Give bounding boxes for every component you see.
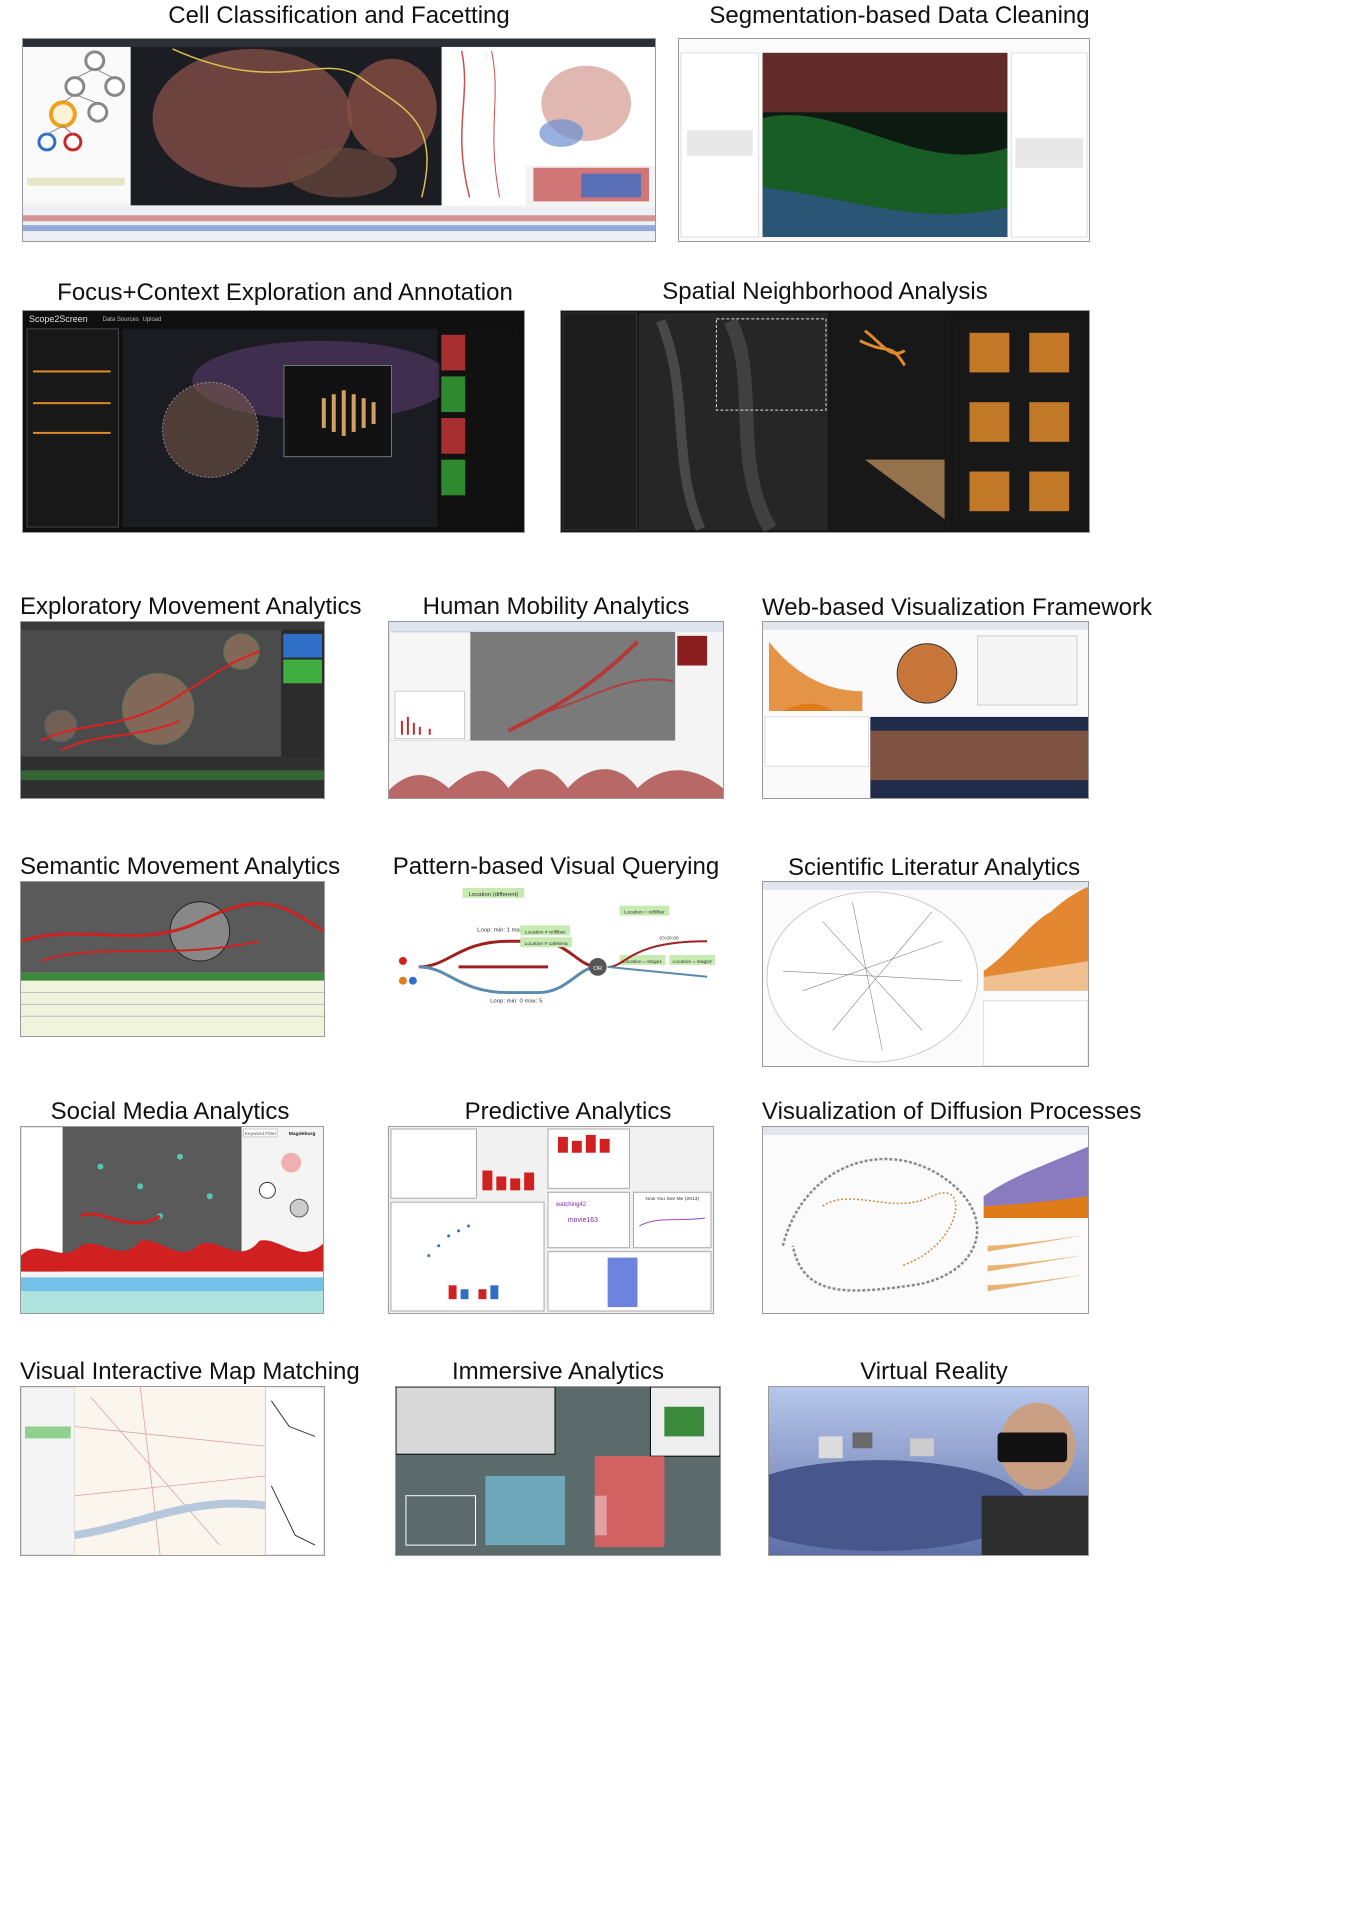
panel-title: Social Media Analytics — [50, 1098, 290, 1125]
word-watching: watching42 — [555, 1202, 586, 1208]
pattern-location-cafeteria: Location ≠ cafeteria — [524, 941, 567, 947]
diffusion-processes-screenshot[interactable] — [762, 1126, 1089, 1314]
panel-title: Human Mobility Analytics — [422, 593, 690, 620]
pattern-location-refillbar-top: Location = refillbar — [624, 910, 665, 916]
tree-node — [64, 76, 86, 97]
scope2screen-logo: Scope2Screen — [29, 314, 88, 324]
tree-node — [84, 50, 106, 72]
panel-title: Predictive Analytics — [464, 1098, 672, 1125]
panel-title: Virtual Reality — [860, 1358, 1008, 1385]
segmentation-cleaning-screenshot[interactable] — [678, 38, 1090, 242]
panel-title: Cell Classification and Facetting — [168, 2, 510, 29]
tree-node — [37, 132, 57, 152]
pattern-loop-5: Loop: min: 0 max: 5 — [490, 998, 543, 1004]
tree-node — [87, 101, 109, 123]
virtual-reality-photo[interactable] — [768, 1386, 1089, 1556]
predictive-analytics-screenshot[interactable]: watching42 movie163 Now You See Me (2013… — [388, 1126, 714, 1314]
upload-menu: Upload — [143, 317, 162, 323]
panel-title: Spatial Neighborhood Analysis — [662, 278, 988, 305]
pattern-location-refillbar: Location ≠ refillbar — [525, 929, 566, 935]
tree-node — [63, 132, 83, 152]
exploratory-movement-screenshot[interactable] — [20, 621, 325, 799]
pattern-querying-diagram[interactable]: Location (different) OR Loop: min: 1 max… — [388, 881, 724, 1037]
human-mobility-screenshot[interactable] — [388, 621, 724, 799]
app-menubar — [23, 39, 655, 47]
data-sources-menu: Data Sources — [103, 317, 139, 323]
panel-title: Semantic Movement Analytics — [20, 853, 341, 880]
semantic-movement-screenshot[interactable] — [20, 881, 325, 1037]
panel-title: Pattern-based Visual Querying — [392, 853, 720, 880]
web-vis-framework-screenshot[interactable] — [762, 621, 1089, 799]
panel-title: Focus+Context Exploration and Annotation — [57, 279, 513, 306]
literature-analytics-screenshot[interactable] — [762, 881, 1089, 1067]
panel-title: Visualization of Diffusion Processes — [762, 1098, 1142, 1125]
panel-title: Web-based Visualization Framework — [762, 594, 1152, 621]
social-media-screenshot[interactable]: Keyword Filter Magdeburg — [20, 1126, 324, 1314]
pattern-location-stage1: Location = stage1 — [623, 959, 663, 965]
word-movie: movie163 — [568, 1217, 598, 1224]
panel-title: Exploratory Movement Analytics — [20, 593, 362, 620]
pattern-or: OR — [593, 966, 603, 972]
tree-node — [48, 100, 77, 129]
pattern-time: 03:00:00 — [659, 935, 679, 941]
cell-classification-screenshot[interactable] — [22, 38, 656, 242]
pattern-location-stage2: Location = stage2 — [673, 959, 713, 965]
immersive-analytics-screenshot[interactable] — [395, 1386, 721, 1556]
panel-title: Immersive Analytics — [451, 1358, 665, 1385]
map-matching-screenshot[interactable] — [20, 1386, 325, 1556]
panel-title: Visual Interactive Map Matching — [20, 1358, 360, 1385]
magdeburg-label: Magdeburg — [289, 1131, 316, 1137]
spatial-neighborhood-screenshot[interactable] — [560, 310, 1090, 533]
tree-node — [104, 76, 126, 97]
keyword-filter-label: Keyword Filter — [245, 1131, 277, 1137]
panel-title: Segmentation-based Data Cleaning — [709, 2, 1090, 29]
pattern-location-different: Location (different) — [469, 892, 519, 898]
panel-title: Scientific Literatur Analytics — [787, 854, 1081, 881]
pattern-loop-3: Loop: min: 1 max: 3 — [477, 927, 530, 933]
focus-context-screenshot[interactable]: Scope2Screen Data Sources Upload — [22, 310, 525, 533]
chart-title: Now You See Me (2013) — [645, 1196, 699, 1202]
